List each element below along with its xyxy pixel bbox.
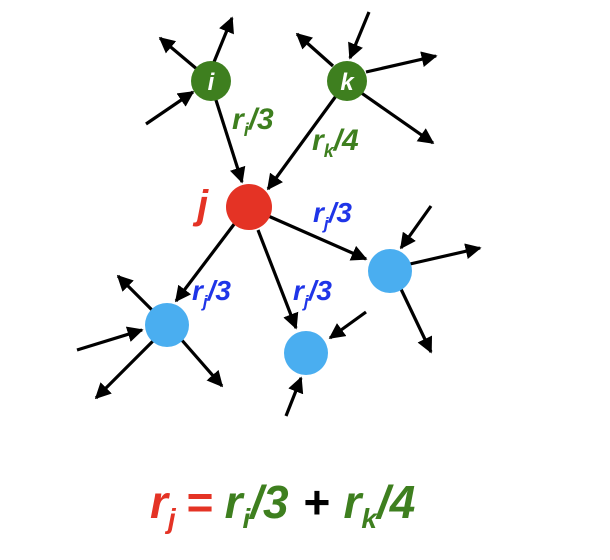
eq-t2-den: /4 — [375, 476, 415, 528]
edge-j-to-right — [265, 213, 368, 261]
edge-in-to-mid — [328, 310, 367, 340]
node-i — [191, 61, 231, 101]
edge-i-out-up-left — [158, 36, 200, 72]
label-rj-3-right: rj/3 — [313, 197, 352, 233]
edge-in-to-i — [145, 90, 195, 126]
eq-t1-den: /3 — [248, 476, 289, 528]
edge-k-out-up-left — [295, 32, 335, 68]
label-ri-3: ri/3 — [232, 103, 274, 140]
edge-j-to-mid — [256, 229, 299, 330]
eq-t2: r — [344, 476, 364, 528]
edge-in-to-left — [76, 326, 144, 352]
node-k — [327, 61, 367, 101]
edges — [76, 11, 482, 417]
eq-t1-sub: i — [242, 503, 251, 534]
edge-k-out-down-right — [359, 90, 435, 145]
label-rj-3-mid: rj/3 — [293, 275, 332, 311]
label-rj-3-left: rj/3 — [192, 275, 231, 311]
node-j-label: j — [192, 183, 209, 227]
edge-left-out-down-right — [178, 336, 224, 388]
edge-in-to-right — [399, 205, 433, 250]
eq-t1: r — [225, 476, 245, 528]
node-right — [368, 249, 412, 293]
edge-i-out-up — [212, 16, 234, 63]
node-i-letter: i — [208, 69, 216, 96]
eq-plus: + — [303, 476, 330, 528]
label-rk-4: rk/4 — [312, 124, 359, 161]
edge-in-to-k — [348, 11, 371, 60]
edge-j-to-left — [174, 222, 237, 303]
eq-lhs: r — [150, 476, 170, 528]
edge-k-to-j — [266, 95, 338, 191]
equation: rj = ri/3 + rk/4 — [150, 476, 415, 534]
node-j — [226, 184, 272, 230]
node-mid — [284, 331, 328, 375]
edge-left-out-up-left — [116, 274, 156, 314]
node-k-letter: k — [340, 69, 355, 96]
node-left — [145, 303, 189, 347]
edge-left-out-down-left — [94, 338, 156, 400]
eq-lhs-sub: j — [164, 503, 177, 534]
edge-k-out-right — [365, 51, 438, 74]
edge-in-to-mid-below — [284, 376, 304, 417]
eq-equals: = — [186, 476, 213, 528]
edge-i-to-j — [213, 96, 246, 184]
edge-right-out-right — [409, 243, 482, 266]
edge-right-out-down — [398, 286, 433, 354]
eq-t2-sub: k — [361, 503, 378, 534]
